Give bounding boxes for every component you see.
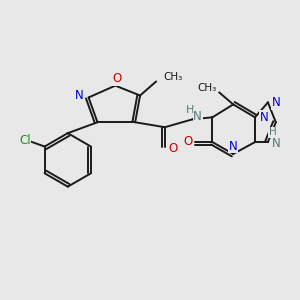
- Text: N: N: [272, 136, 280, 150]
- Text: O: O: [183, 135, 192, 148]
- Text: N: N: [260, 111, 268, 124]
- Text: O: O: [113, 72, 122, 85]
- Text: O: O: [168, 142, 177, 154]
- Text: N: N: [272, 96, 280, 109]
- Text: H: H: [185, 105, 194, 116]
- Text: Cl: Cl: [19, 134, 31, 147]
- Text: CH₃: CH₃: [198, 82, 217, 93]
- Text: N: N: [193, 110, 202, 123]
- Text: N: N: [75, 89, 84, 102]
- Text: CH₃: CH₃: [164, 72, 183, 82]
- Text: N: N: [229, 140, 238, 152]
- Text: H: H: [269, 127, 277, 137]
